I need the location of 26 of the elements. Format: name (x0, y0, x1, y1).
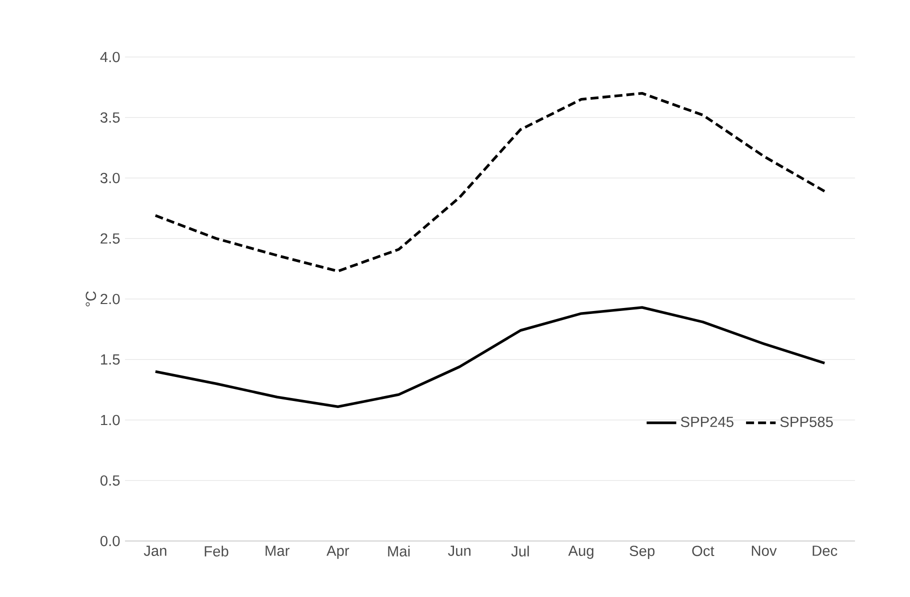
line-series (154, 92, 826, 273)
y-tick-label: 1.5 (101, 354, 120, 365)
x-tick-label: Feb (204, 546, 228, 556)
y-tick-label: 2.0 (100, 294, 120, 304)
y-axis-title: °C (86, 291, 96, 306)
y-tick-label: 3.5 (100, 112, 120, 123)
x-tick-label: Jul (511, 546, 529, 556)
x-tick-label: Aug (568, 546, 594, 559)
x-tick-label: Mar (266, 546, 290, 556)
legend-label: SPP585 (780, 416, 833, 428)
line-series (154, 306, 826, 408)
x-tick-label: Oct (692, 546, 714, 556)
x-tick-label: Jan (144, 546, 166, 556)
y-tick-label: 1.0 (101, 414, 120, 426)
y-tick-label: 4.0 (100, 52, 120, 62)
x-tick-label: Mai (388, 546, 410, 556)
x-tick-label: Nov (752, 546, 777, 556)
y-tick-label: 0.5 (100, 475, 120, 486)
y-tick-label: 0.0 (100, 536, 120, 546)
legend-label: SPP245 (680, 416, 734, 428)
x-tick-label: Dec (812, 546, 838, 556)
x-tick-label: Apr (326, 546, 350, 559)
y-tick-label: 3.0 (100, 172, 120, 184)
x-tick-label: Sep (630, 546, 655, 559)
y-tick-label: 2.5 (100, 233, 120, 244)
x-tick-label: Jun (448, 546, 470, 556)
